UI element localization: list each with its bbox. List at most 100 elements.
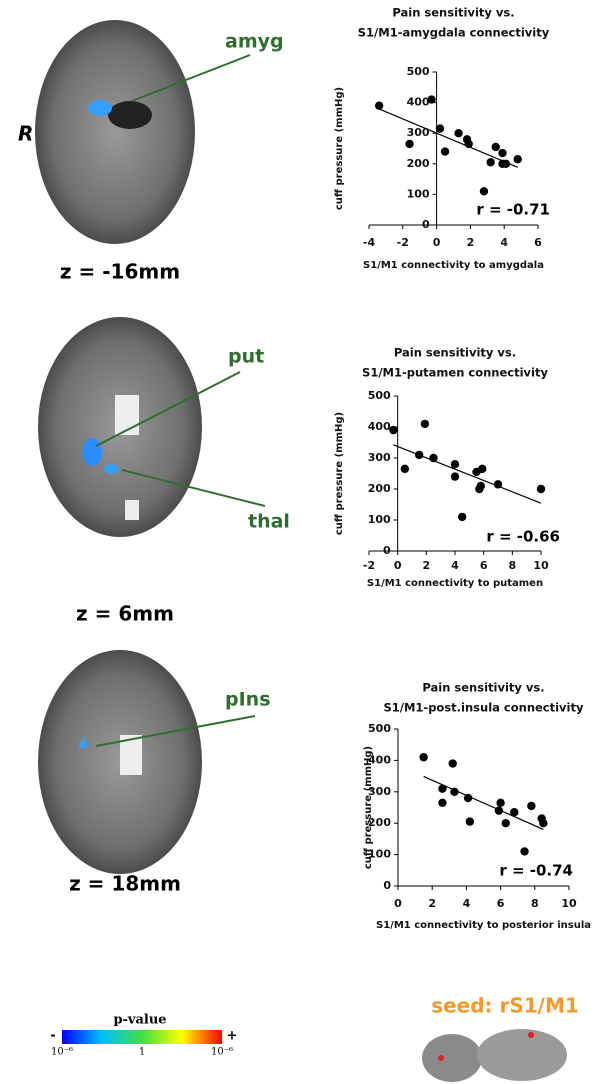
brain-slice xyxy=(38,650,202,874)
chart-title: Pain sensitivity vs. xyxy=(422,681,544,695)
point xyxy=(465,140,473,148)
y-axis-label: cuff pressure (mmHg) xyxy=(363,746,374,869)
colorbar xyxy=(62,1030,222,1044)
correlation: r = -0.74 xyxy=(499,862,573,880)
point xyxy=(436,124,444,132)
chart-title: S1/M1-amygdala connectivity xyxy=(358,26,550,40)
point xyxy=(477,482,485,490)
slice-label: z = -16mm xyxy=(60,260,180,284)
point xyxy=(466,817,474,825)
point xyxy=(514,155,522,163)
x-tick-label: 8 xyxy=(509,559,517,572)
y-tick-label: 400 xyxy=(407,96,430,109)
point xyxy=(494,480,502,488)
slice-label: z = 6mm xyxy=(76,602,174,626)
point xyxy=(438,784,446,792)
region-label: pIns xyxy=(225,689,271,711)
brain-slice xyxy=(38,317,202,537)
region-label: thal xyxy=(248,511,290,533)
point xyxy=(486,158,494,166)
y-tick-label: 0 xyxy=(422,218,430,231)
point xyxy=(450,788,458,796)
point xyxy=(451,472,459,480)
y-tick-label: 500 xyxy=(368,389,391,402)
point xyxy=(464,794,472,802)
colorbar-plus: + xyxy=(227,1029,238,1044)
x-tick-label: -2 xyxy=(363,559,375,572)
x-tick-label: -4 xyxy=(363,236,376,249)
x-tick-label: 0 xyxy=(433,236,441,249)
y-tick-label: 0 xyxy=(383,544,391,557)
y-axis-label: cuff pressure (mmHg) xyxy=(334,87,345,210)
side-label: R xyxy=(18,122,33,146)
x-tick-label: 0 xyxy=(394,897,402,910)
x-tick-label: 2 xyxy=(467,236,475,249)
x-axis-label: S1/M1 connectivity to posterior insula xyxy=(376,920,591,931)
point xyxy=(401,465,409,473)
point xyxy=(375,101,383,109)
point xyxy=(520,847,528,855)
chart-title: S1/M1-post.insula connectivity xyxy=(384,701,584,715)
y-tick-label: 200 xyxy=(368,482,391,495)
point xyxy=(496,799,504,807)
correlation: r = -0.66 xyxy=(486,528,560,546)
colorbar-minus: - xyxy=(50,1029,55,1044)
point xyxy=(419,753,427,761)
y-tick-label: 100 xyxy=(407,187,430,200)
point xyxy=(421,420,429,428)
y-tick-label: 100 xyxy=(368,513,391,526)
point xyxy=(451,460,459,468)
colorbar-tick: 10⁻⁶ xyxy=(211,1047,233,1058)
x-tick-label: 4 xyxy=(451,559,459,572)
x-tick-label: 10 xyxy=(533,559,549,572)
point xyxy=(389,426,397,434)
point xyxy=(415,451,423,459)
chart-title: S1/M1-putamen connectivity xyxy=(362,366,548,380)
point xyxy=(537,485,545,493)
x-tick-label: 2 xyxy=(428,897,436,910)
region-label: amyg xyxy=(225,31,284,53)
point xyxy=(478,465,486,473)
region-label: put xyxy=(228,346,264,368)
figure: amyg put thal pIns R z = -16mm z = 6mm z… xyxy=(0,0,613,1084)
x-tick-label: 0 xyxy=(394,559,402,572)
page: {"chart_data":[ {"type":"scatter","title… xyxy=(0,0,613,1084)
point xyxy=(480,187,488,195)
fit-line xyxy=(379,109,518,167)
y-tick-label: 300 xyxy=(407,126,430,139)
point xyxy=(405,140,413,148)
colorbar-tick: 10⁻⁶ xyxy=(51,1047,73,1058)
point xyxy=(427,95,435,103)
x-axis-label: S1/M1 connectivity to putamen xyxy=(367,578,543,589)
point xyxy=(527,802,535,810)
y-tick-label: 200 xyxy=(407,157,430,170)
x-tick-label: 6 xyxy=(480,559,488,572)
x-tick-label: -2 xyxy=(397,236,409,249)
y-tick-label: 400 xyxy=(368,420,391,433)
x-tick-label: 2 xyxy=(423,559,431,572)
x-tick-label: 4 xyxy=(500,236,508,249)
colorbar-tick: 1 xyxy=(139,1047,145,1058)
point xyxy=(458,513,466,521)
x-tick-label: 4 xyxy=(463,897,471,910)
y-tick-label: 500 xyxy=(407,65,430,78)
y-tick-label: 300 xyxy=(368,451,391,464)
y-tick-label: 500 xyxy=(368,722,391,735)
seed-label: seed: rS1/M1 xyxy=(431,994,579,1018)
point xyxy=(502,819,510,827)
point xyxy=(502,160,510,168)
point xyxy=(492,143,500,151)
point xyxy=(498,149,506,157)
point xyxy=(495,806,503,814)
x-tick-label: 10 xyxy=(561,897,577,910)
point xyxy=(454,129,462,137)
x-tick-label: 6 xyxy=(534,236,542,249)
slice-label: z = 18mm xyxy=(69,872,181,896)
point xyxy=(429,454,437,462)
point xyxy=(539,819,547,827)
x-axis-label: S1/M1 connectivity to amygdala xyxy=(363,260,544,271)
chart-title: Pain sensitivity vs. xyxy=(392,6,514,20)
brain-slice xyxy=(35,20,195,244)
y-tick-label: 0 xyxy=(383,879,391,892)
seed-icon xyxy=(422,1029,567,1082)
